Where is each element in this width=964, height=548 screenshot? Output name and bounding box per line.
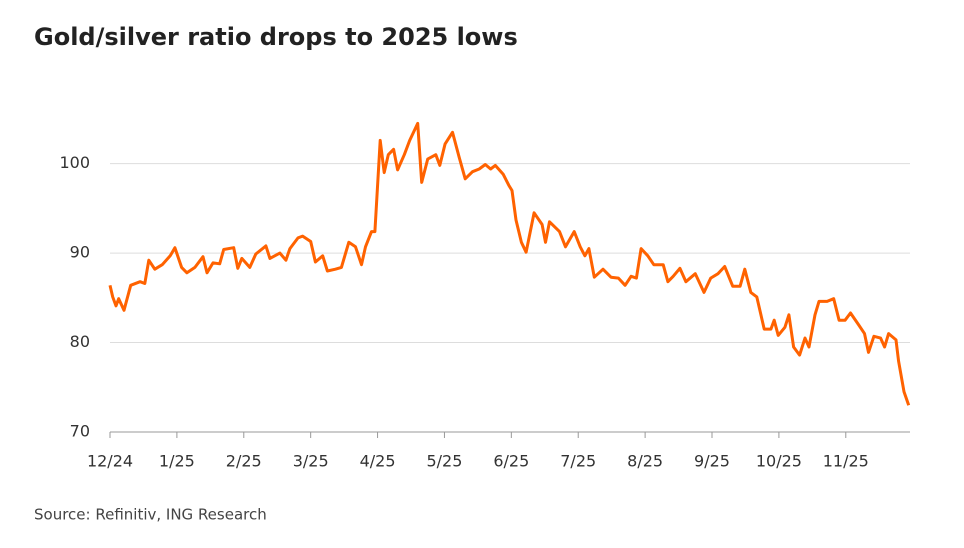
x-tick-label: 12/24: [87, 452, 133, 471]
y-tick-label: 80: [70, 332, 90, 351]
source-note: Source: Refinitiv, ING Research: [34, 506, 267, 524]
x-tick-label: 10/25: [756, 452, 802, 471]
x-tick-label: 6/25: [493, 452, 529, 471]
x-tick-label: 4/25: [360, 452, 396, 471]
x-tick-label: 1/25: [159, 452, 195, 471]
x-tick-label: 9/25: [694, 452, 730, 471]
y-tick-label: 100: [59, 153, 90, 172]
y-tick-label: 70: [70, 422, 90, 441]
x-tick-label: 2/25: [226, 452, 262, 471]
y-tick-label: 90: [70, 243, 90, 262]
x-tick-label: 3/25: [293, 452, 329, 471]
x-tick-label: 5/25: [426, 452, 462, 471]
x-tick-label: 11/25: [823, 452, 869, 471]
chart-title: Gold/silver ratio drops to 2025 lows: [34, 23, 518, 51]
x-tick-label: 8/25: [627, 452, 663, 471]
line-series: [108, 121, 911, 406]
x-tick-label: 7/25: [560, 452, 596, 471]
